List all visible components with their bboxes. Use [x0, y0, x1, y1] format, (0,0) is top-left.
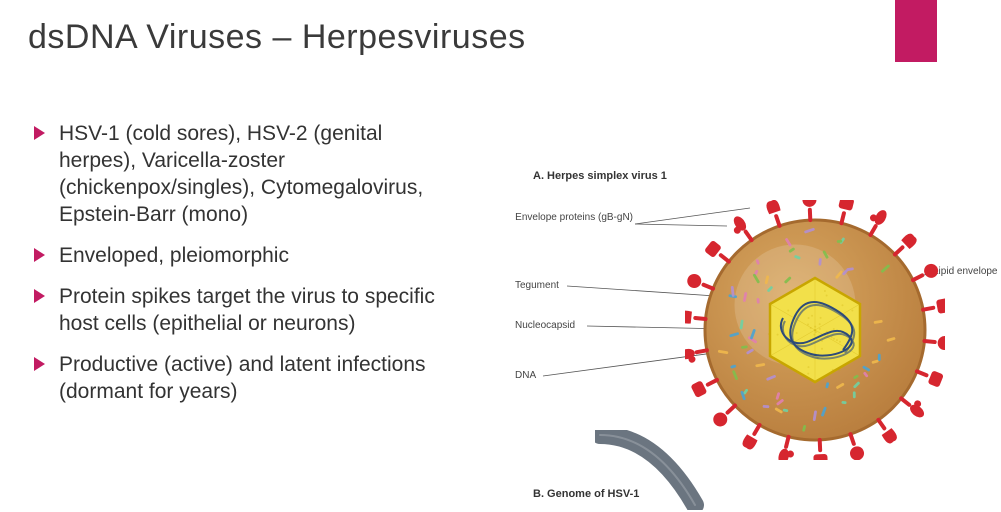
label-tegument-text: Tegument — [515, 280, 559, 291]
accent-block — [895, 0, 937, 62]
bullet-item: Enveloped, pleiomorphic — [34, 242, 464, 269]
label-envelope-proteins-text: Envelope proteins (gB-gN) — [515, 212, 633, 223]
bullet-text: HSV-1 (cold sores), HSV-2 (genital herpe… — [59, 120, 464, 228]
bullet-list: HSV-1 (cold sores), HSV-2 (genital herpe… — [34, 120, 464, 419]
label-nucleocapsid: Nucleocapsid — [515, 320, 575, 331]
diagram-caption-a: A. Herpes simplex virus 1 — [533, 170, 667, 182]
label-envelope-proteins: Envelope proteins (gB-gN) — [513, 212, 633, 224]
bullet-marker-icon — [34, 289, 45, 303]
bullet-text: Protein spikes target the virus to speci… — [59, 283, 464, 337]
bullet-item: Protein spikes target the virus to speci… — [34, 283, 464, 337]
label-dna: DNA — [515, 370, 536, 381]
virus-illustration — [685, 200, 945, 460]
bullet-text: Enveloped, pleiomorphic — [59, 242, 464, 269]
slide-title: dsDNA Viruses – Herpesviruses — [28, 18, 526, 57]
bullet-item: Productive (active) and latent infection… — [34, 351, 464, 405]
genome-curve — [595, 430, 715, 510]
label-nucleocapsid-text: Nucleocapsid — [515, 320, 575, 331]
bullet-marker-icon — [34, 357, 45, 371]
bullet-marker-icon — [34, 248, 45, 262]
label-dna-text: DNA — [515, 370, 536, 381]
bullet-text: Productive (active) and latent infection… — [59, 351, 464, 405]
label-tegument: Tegument — [515, 280, 559, 291]
bullet-marker-icon — [34, 126, 45, 140]
virus-diagram: A. Herpes simplex virus 1 B. Genome of H… — [495, 170, 985, 500]
bullet-item: HSV-1 (cold sores), HSV-2 (genital herpe… — [34, 120, 464, 228]
